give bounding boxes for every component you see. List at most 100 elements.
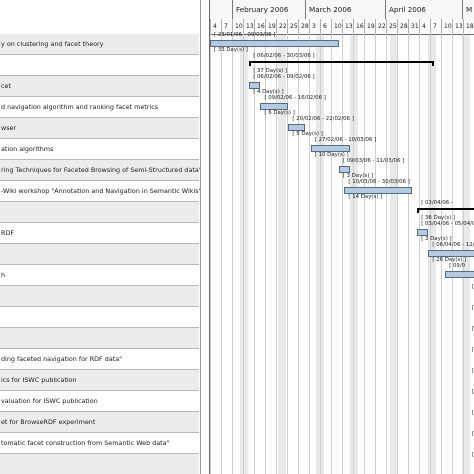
task-name[interactable] xyxy=(0,307,200,327)
day-gridline xyxy=(364,34,365,474)
task-date-range: [ 23/01/06 - 09/03/06 ] xyxy=(214,32,276,38)
day-label: 10 xyxy=(331,19,342,34)
task-duration: [ 14 Day(s) ] xyxy=(348,194,383,200)
task-date-range: [ 06/02/06 - 30/03/06 ] xyxy=(253,53,315,59)
task-name[interactable] xyxy=(0,328,200,348)
task-bar[interactable] xyxy=(417,229,429,236)
summary-bar[interactable] xyxy=(249,61,434,66)
task-bar[interactable] xyxy=(249,82,261,89)
task-name[interactable]: ring Techniques for Faceted Browsing of … xyxy=(1,166,200,174)
task-bar[interactable] xyxy=(428,250,474,257)
task-duration: [ 5 Day(s) ] xyxy=(292,131,323,137)
task-row[interactable]: ation algorithms xyxy=(0,139,199,160)
task-row[interactable]: wser xyxy=(0,118,199,139)
task-row[interactable]: tomatic facet construction from Semantic… xyxy=(0,433,199,454)
day-gridline xyxy=(254,34,255,474)
task-date-range: [ 0 xyxy=(472,452,474,458)
task-row[interactable]: -Wiki workshop "Annotation and Navigatio… xyxy=(0,181,200,202)
task-row[interactable]: et for BrowseRDF experiment xyxy=(0,412,199,433)
task-name[interactable]: ics for ISWC publication xyxy=(1,376,77,384)
task-name[interactable] xyxy=(0,55,200,75)
task-row[interactable]: y on clustering and facet theory xyxy=(0,34,199,55)
task-row[interactable] xyxy=(0,55,199,76)
task-list-panel: y on clustering and facet theory cet d nav… xyxy=(0,0,201,474)
task-bar[interactable] xyxy=(210,40,339,47)
summary-bar[interactable] xyxy=(417,208,474,213)
task-name[interactable] xyxy=(0,454,200,474)
task-date-range: [ 0 xyxy=(472,368,474,374)
task-date-range: [ 04/0 xyxy=(472,410,474,416)
day-label: 25 xyxy=(386,19,397,34)
month-label: M xyxy=(462,0,474,19)
day-gridline xyxy=(408,34,409,474)
day-gridline xyxy=(309,34,310,474)
weekend-shade xyxy=(240,34,248,474)
task-row[interactable]: ics for ISWC publication xyxy=(0,370,199,391)
day-gridline xyxy=(265,34,266,474)
task-bar[interactable] xyxy=(260,103,289,110)
task-name[interactable] xyxy=(0,244,200,264)
task-name[interactable]: tomatic facet construction from Semantic… xyxy=(1,439,170,447)
task-row[interactable] xyxy=(0,202,199,223)
task-date-range: [ 10/03/06 - 30/03/06 ] xyxy=(348,179,410,185)
day-gridline xyxy=(331,34,332,474)
task-row[interactable] xyxy=(0,286,199,307)
day-gridline xyxy=(287,34,288,474)
task-bar[interactable] xyxy=(445,271,474,278)
task-row[interactable] xyxy=(0,307,199,328)
task-row[interactable]: h xyxy=(0,265,199,286)
day-header: 4 7 10 13 16 19 22 25 28 3 6 10 13 16 19 22 25 28 31 4 7 10 13… xyxy=(210,19,474,35)
day-label: 6 xyxy=(320,19,331,34)
timeline-panel: February 2006 March 2006 April 2006 M 4 7 10 1… xyxy=(209,0,474,474)
task-name[interactable]: cet xyxy=(1,82,11,90)
day-label: 13 xyxy=(452,19,463,34)
task-row[interactable]: ding faceted navigation for RDF data" xyxy=(0,349,199,370)
task-row[interactable] xyxy=(0,454,199,474)
task-name[interactable]: d navigation algorithm and ranking facet… xyxy=(1,103,159,111)
task-date-range: [ 0 xyxy=(472,326,474,332)
task-bar[interactable] xyxy=(338,166,350,173)
task-row[interactable]: valuation for ISWC publication xyxy=(0,391,199,412)
day-label: 25 xyxy=(287,19,298,34)
task-name[interactable] xyxy=(0,202,200,222)
task-row[interactable]: RDF xyxy=(0,223,199,244)
month-header: February 2006 March 2006 April 2006 M xyxy=(210,0,474,20)
day-gridline xyxy=(353,34,354,474)
task-date-range: [ 06/02/06 - 09/02/06 ] xyxy=(253,74,315,80)
task-duration: [ 33 Day(s) ] xyxy=(214,47,248,53)
task-name[interactable]: h xyxy=(1,271,6,279)
task-duration: [ 3 Day(s) ] xyxy=(342,173,374,179)
task-name[interactable]: ding faceted navigation for RDF data" xyxy=(1,355,123,363)
task-bar[interactable] xyxy=(288,124,306,131)
task-bar[interactable] xyxy=(344,187,412,194)
day-label: 28 xyxy=(298,19,309,34)
task-row[interactable]: ring Techniques for Faceted Browsing of … xyxy=(0,160,200,181)
month-label: February 2006 xyxy=(232,0,305,19)
task-name[interactable]: ation algorithms xyxy=(1,145,54,153)
task-date-range: [ 1 xyxy=(472,305,474,311)
task-date-range: [ 0 xyxy=(472,284,474,290)
task-name[interactable] xyxy=(0,286,200,306)
task-row[interactable] xyxy=(0,244,199,265)
day-label: 10 xyxy=(441,19,452,34)
day-label: 28 xyxy=(397,19,408,34)
task-name[interactable]: wser xyxy=(1,124,17,132)
task-duration: [ 6 Day(s) ] xyxy=(264,110,295,116)
day-label: 4 xyxy=(210,19,221,34)
day-gridline xyxy=(210,34,211,474)
task-row[interactable]: d navigation algorithm and ranking facet… xyxy=(0,97,199,118)
task-name[interactable]: valuation for ISWC publication xyxy=(1,397,98,405)
task-duration: [ 26 Day(s) ] xyxy=(432,257,467,263)
task-date-range: [ 09/03/06 - 11/03/06 ] xyxy=(342,158,405,164)
task-row[interactable] xyxy=(0,328,199,349)
task-row[interactable]: cet xyxy=(0,76,199,97)
task-name[interactable]: -Wiki workshop "Annotation and Navigatio… xyxy=(1,187,200,195)
day-gridline xyxy=(298,34,299,474)
task-bar[interactable] xyxy=(310,145,350,152)
weekend-shade xyxy=(278,34,286,474)
task-duration: [ 10 Day(s) ] xyxy=(314,152,349,158)
task-name[interactable]: et for BrowseRDF experiment xyxy=(1,418,96,426)
day-gridline xyxy=(243,34,244,474)
task-name[interactable]: y on clustering and facet theory xyxy=(1,40,104,48)
task-name[interactable]: RDF xyxy=(1,229,15,237)
